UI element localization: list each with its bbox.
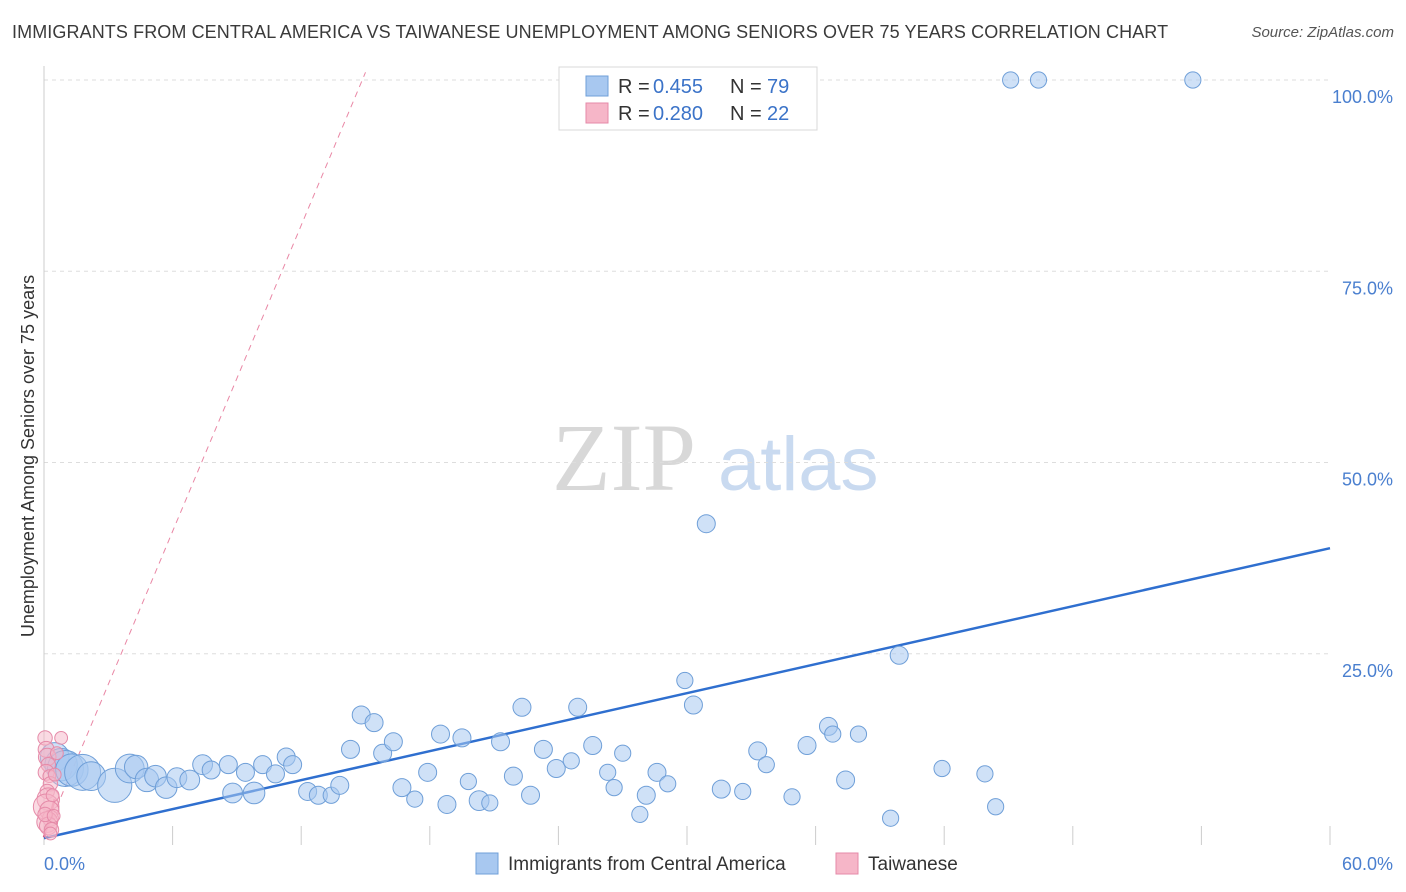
data-point-central-america xyxy=(383,732,403,752)
watermark-atlas: atlas xyxy=(718,422,879,507)
data-point-taiwanese xyxy=(49,746,64,761)
data-point-central-america xyxy=(512,697,532,717)
bottom-legend-swatch-pink xyxy=(835,852,859,875)
data-point-central-america xyxy=(179,769,201,791)
data-point-central-america xyxy=(614,744,632,762)
data-point-central-america xyxy=(836,770,856,790)
legend-swatch-blue xyxy=(585,75,609,97)
data-point-central-america xyxy=(683,695,703,715)
data-point-central-america xyxy=(222,782,244,804)
data-point-central-america xyxy=(265,764,285,784)
source-credit: Source: ZipAtlas.com xyxy=(1251,24,1394,41)
data-point-central-america xyxy=(330,775,350,795)
data-point-central-america xyxy=(976,765,994,783)
data-point-central-america xyxy=(889,645,909,665)
data-point-central-america xyxy=(605,779,623,797)
data-point-central-america xyxy=(533,739,553,759)
legend-n-value-blue: 79 xyxy=(767,76,789,98)
data-point-central-america xyxy=(201,760,221,780)
data-point-taiwanese xyxy=(47,767,62,782)
legend-r-value-blue: 0.455 xyxy=(653,76,703,98)
legend-r-label-blue: R = xyxy=(618,76,650,98)
data-point-central-america xyxy=(882,809,900,827)
tick-labels: 25.0% 50.0% 75.0% 100.0% 0.0% 60.0% xyxy=(44,87,1393,874)
data-point-central-america xyxy=(757,756,775,774)
data-point-central-america xyxy=(235,762,255,782)
data-point-central-america xyxy=(546,759,566,778)
watermark-zip: ZIP xyxy=(552,404,696,511)
legend-n-value-pink: 22 xyxy=(767,103,789,125)
y-axis-title: Unemployment Among Seniors over 75 years xyxy=(18,275,38,637)
trend-line-taiwanese-dashed xyxy=(43,72,366,838)
data-point-central-america xyxy=(242,781,266,805)
data-point-central-america xyxy=(824,725,842,743)
data-point-central-america xyxy=(562,752,580,770)
chart-title: IMMIGRANTS FROM CENTRAL AMERICA VS TAIWA… xyxy=(12,22,1169,42)
data-point-central-america xyxy=(676,671,694,690)
data-point-central-america xyxy=(659,775,677,793)
data-point-taiwanese xyxy=(45,788,60,803)
data-point-central-america xyxy=(696,514,716,534)
data-point-central-america xyxy=(253,755,273,775)
y-tick-label: 100.0% xyxy=(1332,87,1393,107)
data-point-central-america xyxy=(459,772,477,791)
y-tick-label: 50.0% xyxy=(1342,470,1393,490)
data-point-central-america xyxy=(1002,71,1020,89)
watermark: ZIP atlas xyxy=(552,404,879,511)
x-tick-label-min: 0.0% xyxy=(44,854,85,874)
data-point-central-america xyxy=(599,763,617,781)
legend-swatch-pink xyxy=(585,102,609,124)
bottom-legend-label-blue: Immigrants from Central America xyxy=(508,854,786,875)
data-point-taiwanese xyxy=(43,826,58,841)
data-point-central-america xyxy=(503,766,523,786)
axes xyxy=(43,66,1331,845)
data-point-central-america xyxy=(218,755,238,775)
legend-n-label-pink: N = xyxy=(730,103,762,125)
gridlines xyxy=(44,79,1330,655)
y-tick-label: 25.0% xyxy=(1342,661,1393,681)
legend-r-label-pink: R = xyxy=(618,103,650,125)
data-point-central-america xyxy=(647,762,667,782)
data-point-central-america xyxy=(418,762,438,782)
data-point-central-america xyxy=(491,732,511,752)
data-points xyxy=(32,71,1202,841)
data-point-taiwanese xyxy=(46,809,61,823)
data-point-central-america xyxy=(481,794,499,812)
data-point-central-america xyxy=(631,805,649,824)
data-point-central-america xyxy=(583,736,603,756)
data-point-central-america xyxy=(364,713,384,733)
data-point-central-america xyxy=(748,741,768,761)
legend-n-label-blue: N = xyxy=(730,76,762,98)
data-point-central-america xyxy=(933,759,951,778)
data-point-central-america xyxy=(452,728,472,748)
data-point-central-america xyxy=(431,724,451,744)
y-tick-label: 75.0% xyxy=(1342,278,1393,298)
data-point-central-america xyxy=(283,755,303,775)
data-point-central-america xyxy=(711,779,731,799)
data-point-central-america xyxy=(783,788,801,806)
data-point-taiwanese xyxy=(54,731,69,745)
top-legend: R = 0.455 N = 79 R = 0.280 N = 22 xyxy=(558,66,818,131)
data-point-central-america xyxy=(406,790,424,808)
data-point-central-america xyxy=(797,736,817,756)
bottom-legend: Immigrants from Central America Taiwanes… xyxy=(475,852,958,875)
data-point-central-america xyxy=(568,697,588,717)
data-point-central-america xyxy=(521,785,541,805)
data-point-central-america xyxy=(849,725,868,743)
bottom-legend-swatch-blue xyxy=(475,852,499,875)
data-point-central-america xyxy=(340,739,360,759)
data-point-central-america xyxy=(1029,71,1048,89)
data-point-central-america xyxy=(1184,71,1202,89)
data-point-central-america xyxy=(987,798,1005,816)
legend-r-value-pink: 0.280 xyxy=(653,103,703,125)
data-point-central-america xyxy=(392,778,412,798)
data-point-central-america xyxy=(734,782,752,801)
data-point-central-america xyxy=(636,785,656,805)
bottom-legend-label-pink: Taiwanese xyxy=(868,854,958,875)
data-point-central-america xyxy=(437,794,457,814)
x-tick-label-max: 60.0% xyxy=(1342,854,1393,874)
